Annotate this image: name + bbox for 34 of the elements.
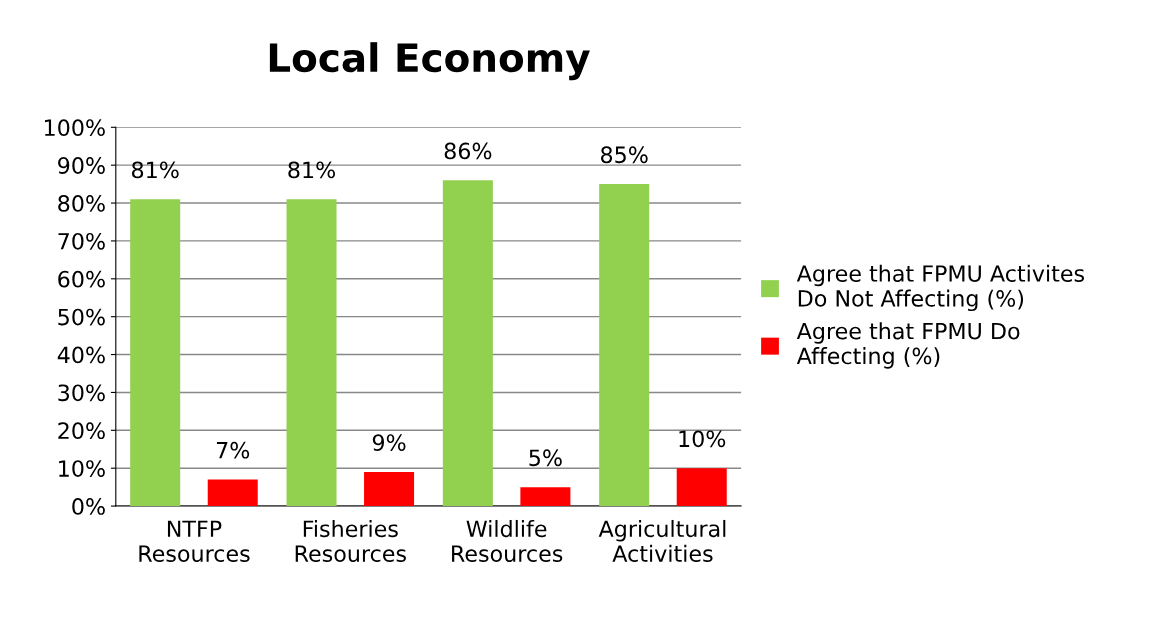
y-tick-label: 0% [72, 498, 105, 515]
data-label: 7% [216, 441, 250, 459]
bar [130, 199, 181, 507]
y-tick-label: 40% [57, 346, 105, 364]
y-tick-label: 60% [58, 270, 105, 288]
x-tick-label: NTFP Resources [139, 520, 250, 563]
y-tick-label: 50% [58, 308, 105, 326]
x-tick-label: Agricultural Activities [598, 519, 726, 563]
data-label: 81% [132, 161, 179, 179]
y-tick-label: 10% [59, 460, 105, 477]
bar [442, 180, 493, 507]
chart-title: Local Economy [269, 42, 590, 81]
x-tick-label: Wildlife Resources [452, 519, 563, 563]
legend-label: Agree that FPMU Do Affecting (%) [796, 322, 1020, 369]
bar [364, 471, 415, 507]
y-tick-label: 20% [58, 422, 105, 440]
bar [599, 184, 650, 507]
bar [676, 468, 727, 507]
data-label: 85% [601, 146, 648, 164]
data-label: 86% [444, 142, 492, 160]
y-tick-label: 80% [58, 195, 105, 212]
legend-label: Agree that FPMU Activites Do Not Affecting (%) [796, 264, 1085, 312]
y-tick-label: 70% [58, 232, 105, 250]
bar [520, 487, 571, 507]
y-tick-label: 30% [58, 384, 105, 402]
data-label: 81% [288, 161, 335, 179]
data-label: 9% [372, 434, 406, 451]
data-label: 10% [679, 430, 726, 448]
data-label: 5% [529, 449, 562, 467]
x-tick-label: Fisheries Resources [295, 519, 406, 563]
bar [207, 479, 258, 507]
y-tick-label: 100% [44, 119, 105, 137]
y-tick-label: 90% [58, 157, 105, 174]
bar [286, 199, 337, 507]
